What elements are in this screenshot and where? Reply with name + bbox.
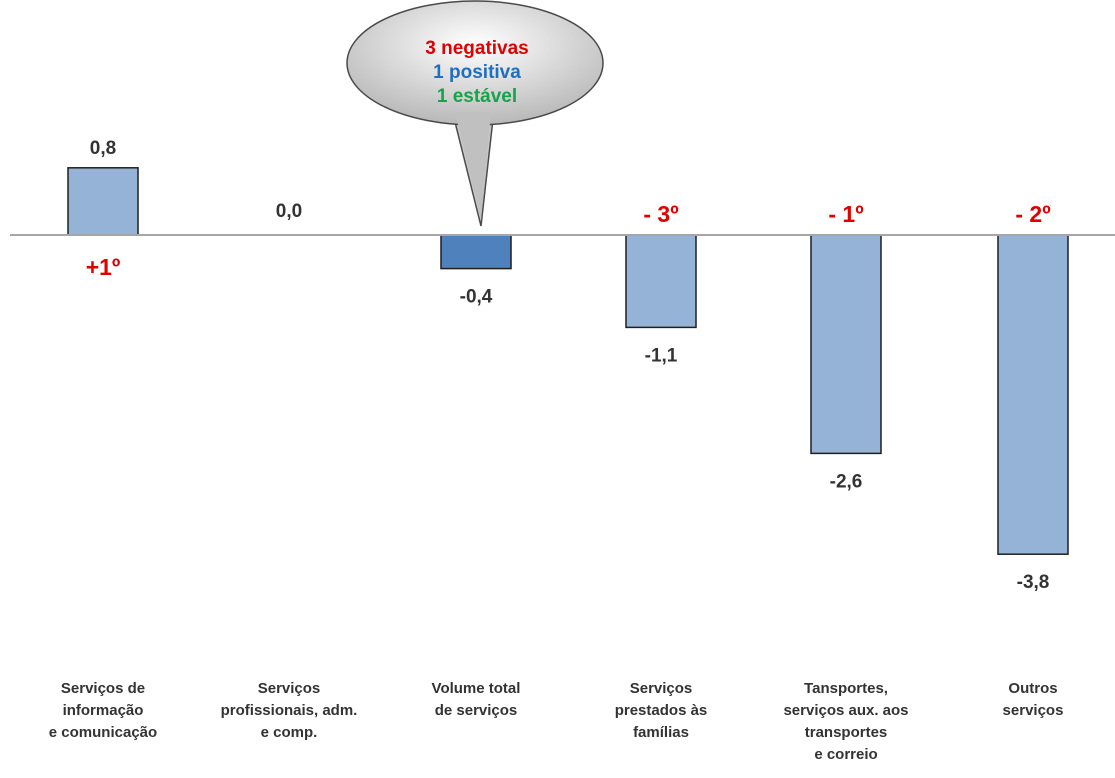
callout-line-0: 3 negativas bbox=[425, 38, 529, 59]
value-label-2: -0,4 bbox=[460, 287, 493, 308]
rank-label-0: +1º bbox=[86, 254, 121, 280]
bar-0 bbox=[67, 167, 139, 236]
category-label-2: Volume total de serviços bbox=[432, 680, 521, 719]
category-label-0: Serviços de informação e comunicação bbox=[49, 680, 157, 741]
rank-label-3: - 3º bbox=[643, 201, 678, 227]
bar-4 bbox=[810, 234, 882, 455]
value-label-5: -3,8 bbox=[1017, 572, 1050, 593]
labels-layer: 0,8 +1º Serviços de informação e comunicação… bbox=[49, 138, 1064, 763]
category-label-5: Outros serviços bbox=[1003, 680, 1064, 719]
bar-3 bbox=[625, 234, 697, 329]
bar-5 bbox=[997, 234, 1069, 555]
bars-layer bbox=[67, 167, 1069, 555]
bar-2 bbox=[440, 234, 512, 270]
rank-label-4: - 1º bbox=[828, 201, 863, 227]
rank-label-5: - 2º bbox=[1015, 201, 1050, 227]
callout-line-2: 1 estável bbox=[437, 86, 517, 107]
callout-line-1: 1 positiva bbox=[433, 62, 521, 83]
value-label-0: 0,8 bbox=[90, 138, 116, 159]
value-label-4: -2,6 bbox=[830, 471, 863, 492]
category-label-4: Tansportes, serviços aux. aos transportes e… bbox=[783, 680, 908, 763]
value-label-1: 0,0 bbox=[276, 201, 302, 222]
callout-bubble: 3 negativas 1 positiva 1 estável bbox=[346, 0, 604, 227]
category-label-3: Serviços prestados às famílias bbox=[615, 680, 708, 741]
value-label-3: -1,1 bbox=[645, 345, 678, 366]
category-label-1: Serviços profissionais, adm. e comp. bbox=[221, 680, 358, 741]
callout-tail-fill bbox=[455, 112, 491, 220]
